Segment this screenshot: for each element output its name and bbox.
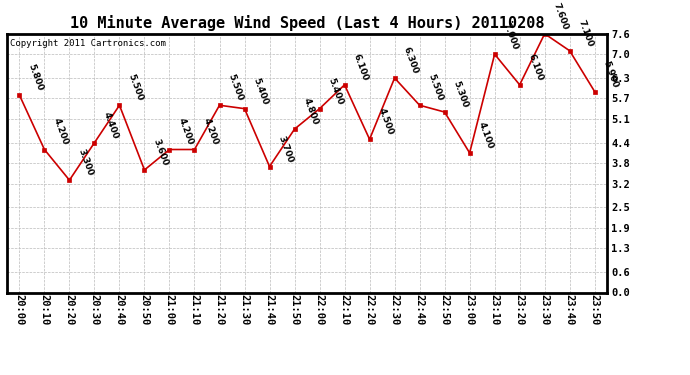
Text: 5.400: 5.400	[326, 76, 344, 106]
Text: 4.100: 4.100	[477, 120, 495, 150]
Text: 4.200: 4.200	[51, 117, 70, 147]
Text: 4.200: 4.200	[201, 117, 219, 147]
Text: 5.500: 5.500	[426, 73, 444, 102]
Text: 5.800: 5.800	[26, 63, 44, 92]
Text: 7.100: 7.100	[577, 18, 595, 48]
Text: 5.500: 5.500	[126, 73, 144, 102]
Text: 3.300: 3.300	[77, 148, 95, 177]
Text: 6.100: 6.100	[526, 53, 544, 82]
Text: 4.200: 4.200	[177, 117, 195, 147]
Title: 10 Minute Average Wind Speed (Last 4 Hours) 20110208: 10 Minute Average Wind Speed (Last 4 Hou…	[70, 15, 544, 31]
Text: 6.300: 6.300	[402, 46, 420, 75]
Text: 5.300: 5.300	[451, 80, 470, 109]
Text: 5.400: 5.400	[251, 76, 270, 106]
Text: 4.500: 4.500	[377, 107, 395, 136]
Text: 3.700: 3.700	[277, 134, 295, 164]
Text: 4.800: 4.800	[302, 97, 319, 126]
Text: 7.000: 7.000	[502, 22, 520, 51]
Text: 3.600: 3.600	[151, 138, 170, 167]
Text: 4.400: 4.400	[101, 110, 119, 140]
Text: 6.100: 6.100	[351, 53, 370, 82]
Text: Copyright 2011 Cartronics.com: Copyright 2011 Cartronics.com	[10, 39, 166, 48]
Text: 5.500: 5.500	[226, 73, 244, 102]
Text: 7.600: 7.600	[551, 2, 570, 31]
Text: 5.900: 5.900	[602, 59, 620, 89]
